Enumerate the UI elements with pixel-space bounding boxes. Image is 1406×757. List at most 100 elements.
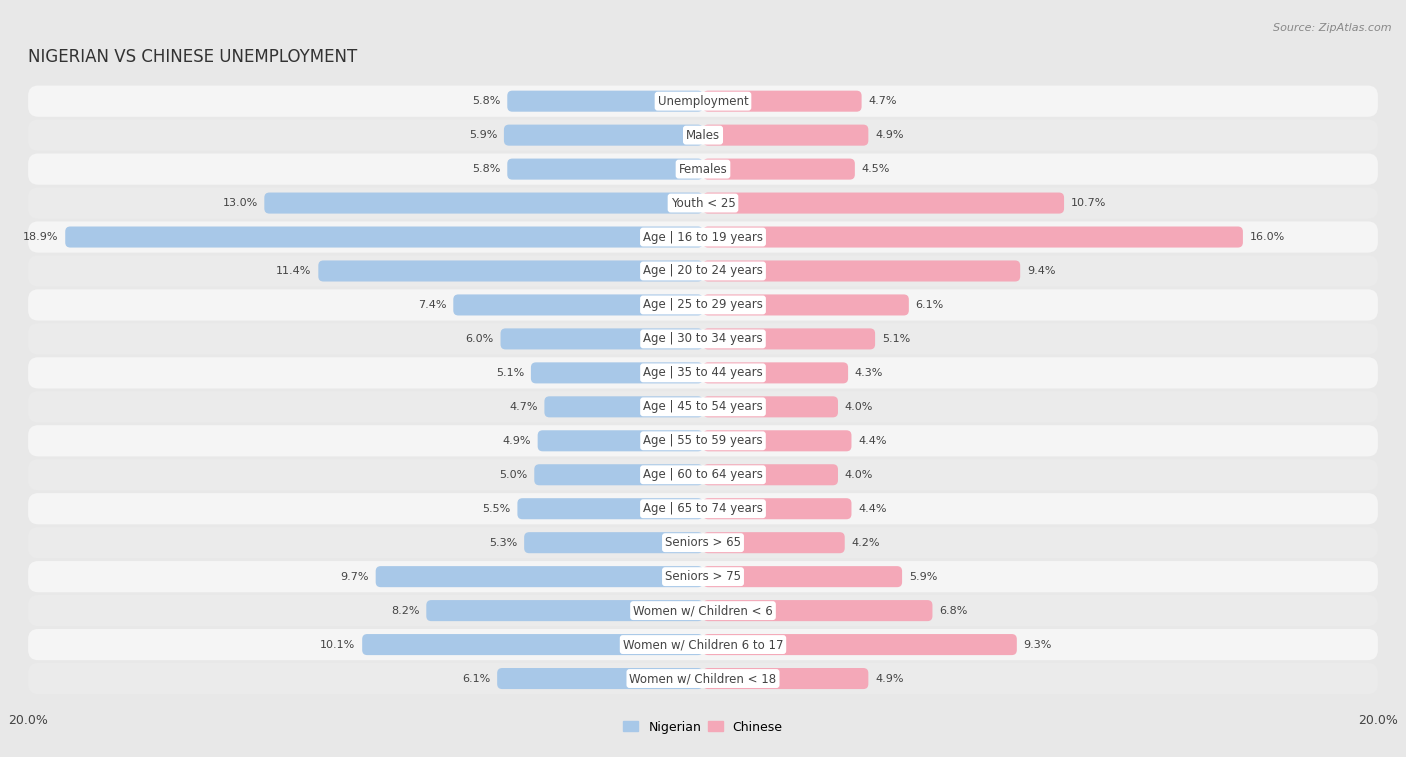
- FancyBboxPatch shape: [703, 363, 848, 383]
- FancyBboxPatch shape: [524, 532, 703, 553]
- FancyBboxPatch shape: [65, 226, 703, 248]
- FancyBboxPatch shape: [703, 329, 875, 350]
- FancyBboxPatch shape: [703, 192, 1064, 213]
- Text: Age | 20 to 24 years: Age | 20 to 24 years: [643, 264, 763, 278]
- FancyBboxPatch shape: [703, 430, 852, 451]
- Text: 4.0%: 4.0%: [845, 470, 873, 480]
- FancyBboxPatch shape: [28, 663, 1378, 694]
- FancyBboxPatch shape: [703, 260, 1021, 282]
- Text: Females: Females: [679, 163, 727, 176]
- FancyBboxPatch shape: [703, 158, 855, 179]
- FancyBboxPatch shape: [28, 357, 1378, 388]
- Text: 8.2%: 8.2%: [391, 606, 419, 615]
- Text: 6.1%: 6.1%: [915, 300, 943, 310]
- FancyBboxPatch shape: [28, 493, 1378, 525]
- FancyBboxPatch shape: [508, 158, 703, 179]
- Text: 13.0%: 13.0%: [222, 198, 257, 208]
- FancyBboxPatch shape: [703, 125, 869, 145]
- Text: 4.4%: 4.4%: [858, 436, 887, 446]
- Text: 4.5%: 4.5%: [862, 164, 890, 174]
- FancyBboxPatch shape: [375, 566, 703, 587]
- Text: 4.9%: 4.9%: [875, 674, 904, 684]
- FancyBboxPatch shape: [501, 329, 703, 350]
- FancyBboxPatch shape: [703, 397, 838, 417]
- FancyBboxPatch shape: [426, 600, 703, 621]
- Text: Unemployment: Unemployment: [658, 95, 748, 107]
- Text: 4.0%: 4.0%: [845, 402, 873, 412]
- FancyBboxPatch shape: [703, 498, 852, 519]
- FancyBboxPatch shape: [28, 527, 1378, 559]
- Text: 4.3%: 4.3%: [855, 368, 883, 378]
- Text: 4.2%: 4.2%: [852, 537, 880, 547]
- FancyBboxPatch shape: [28, 629, 1378, 660]
- FancyBboxPatch shape: [537, 430, 703, 451]
- FancyBboxPatch shape: [703, 600, 932, 621]
- FancyBboxPatch shape: [28, 188, 1378, 219]
- Text: 6.1%: 6.1%: [463, 674, 491, 684]
- Text: 5.9%: 5.9%: [468, 130, 498, 140]
- FancyBboxPatch shape: [28, 459, 1378, 491]
- FancyBboxPatch shape: [28, 425, 1378, 456]
- FancyBboxPatch shape: [28, 289, 1378, 320]
- FancyBboxPatch shape: [318, 260, 703, 282]
- FancyBboxPatch shape: [28, 86, 1378, 117]
- Text: 16.0%: 16.0%: [1250, 232, 1285, 242]
- Text: Age | 35 to 44 years: Age | 35 to 44 years: [643, 366, 763, 379]
- Text: 4.4%: 4.4%: [858, 503, 887, 514]
- Text: 5.1%: 5.1%: [496, 368, 524, 378]
- Text: 5.9%: 5.9%: [908, 572, 938, 581]
- Text: 10.7%: 10.7%: [1071, 198, 1107, 208]
- Text: Youth < 25: Youth < 25: [671, 197, 735, 210]
- FancyBboxPatch shape: [503, 125, 703, 145]
- FancyBboxPatch shape: [28, 595, 1378, 626]
- Text: 9.3%: 9.3%: [1024, 640, 1052, 650]
- Text: Seniors > 65: Seniors > 65: [665, 536, 741, 549]
- FancyBboxPatch shape: [703, 532, 845, 553]
- FancyBboxPatch shape: [703, 668, 869, 689]
- Text: 9.4%: 9.4%: [1026, 266, 1056, 276]
- Text: Women w/ Children < 18: Women w/ Children < 18: [630, 672, 776, 685]
- FancyBboxPatch shape: [703, 294, 908, 316]
- Text: 5.5%: 5.5%: [482, 503, 510, 514]
- Text: Age | 16 to 19 years: Age | 16 to 19 years: [643, 231, 763, 244]
- FancyBboxPatch shape: [703, 91, 862, 112]
- Text: 4.7%: 4.7%: [869, 96, 897, 106]
- Text: 5.8%: 5.8%: [472, 164, 501, 174]
- Legend: Nigerian, Chinese: Nigerian, Chinese: [619, 715, 787, 739]
- FancyBboxPatch shape: [28, 154, 1378, 185]
- Text: Age | 65 to 74 years: Age | 65 to 74 years: [643, 502, 763, 516]
- FancyBboxPatch shape: [28, 323, 1378, 354]
- Text: 4.9%: 4.9%: [502, 436, 531, 446]
- Text: 5.3%: 5.3%: [489, 537, 517, 547]
- FancyBboxPatch shape: [703, 634, 1017, 655]
- Text: 5.8%: 5.8%: [472, 96, 501, 106]
- Text: 9.7%: 9.7%: [340, 572, 368, 581]
- Text: 5.1%: 5.1%: [882, 334, 910, 344]
- Text: 10.1%: 10.1%: [321, 640, 356, 650]
- FancyBboxPatch shape: [264, 192, 703, 213]
- FancyBboxPatch shape: [28, 221, 1378, 253]
- FancyBboxPatch shape: [508, 91, 703, 112]
- FancyBboxPatch shape: [517, 498, 703, 519]
- FancyBboxPatch shape: [703, 566, 903, 587]
- Text: 4.9%: 4.9%: [875, 130, 904, 140]
- Text: 18.9%: 18.9%: [22, 232, 59, 242]
- Text: Women w/ Children < 6: Women w/ Children < 6: [633, 604, 773, 617]
- Text: 6.0%: 6.0%: [465, 334, 494, 344]
- Text: Women w/ Children 6 to 17: Women w/ Children 6 to 17: [623, 638, 783, 651]
- Text: Age | 45 to 54 years: Age | 45 to 54 years: [643, 400, 763, 413]
- Text: Age | 60 to 64 years: Age | 60 to 64 years: [643, 469, 763, 481]
- Text: 7.4%: 7.4%: [418, 300, 447, 310]
- FancyBboxPatch shape: [453, 294, 703, 316]
- FancyBboxPatch shape: [28, 120, 1378, 151]
- FancyBboxPatch shape: [498, 668, 703, 689]
- Text: 5.0%: 5.0%: [499, 470, 527, 480]
- Text: Age | 55 to 59 years: Age | 55 to 59 years: [643, 435, 763, 447]
- Text: NIGERIAN VS CHINESE UNEMPLOYMENT: NIGERIAN VS CHINESE UNEMPLOYMENT: [28, 48, 357, 66]
- Text: Males: Males: [686, 129, 720, 142]
- Text: 11.4%: 11.4%: [276, 266, 312, 276]
- Text: Age | 25 to 29 years: Age | 25 to 29 years: [643, 298, 763, 311]
- FancyBboxPatch shape: [703, 464, 838, 485]
- Text: Seniors > 75: Seniors > 75: [665, 570, 741, 583]
- FancyBboxPatch shape: [534, 464, 703, 485]
